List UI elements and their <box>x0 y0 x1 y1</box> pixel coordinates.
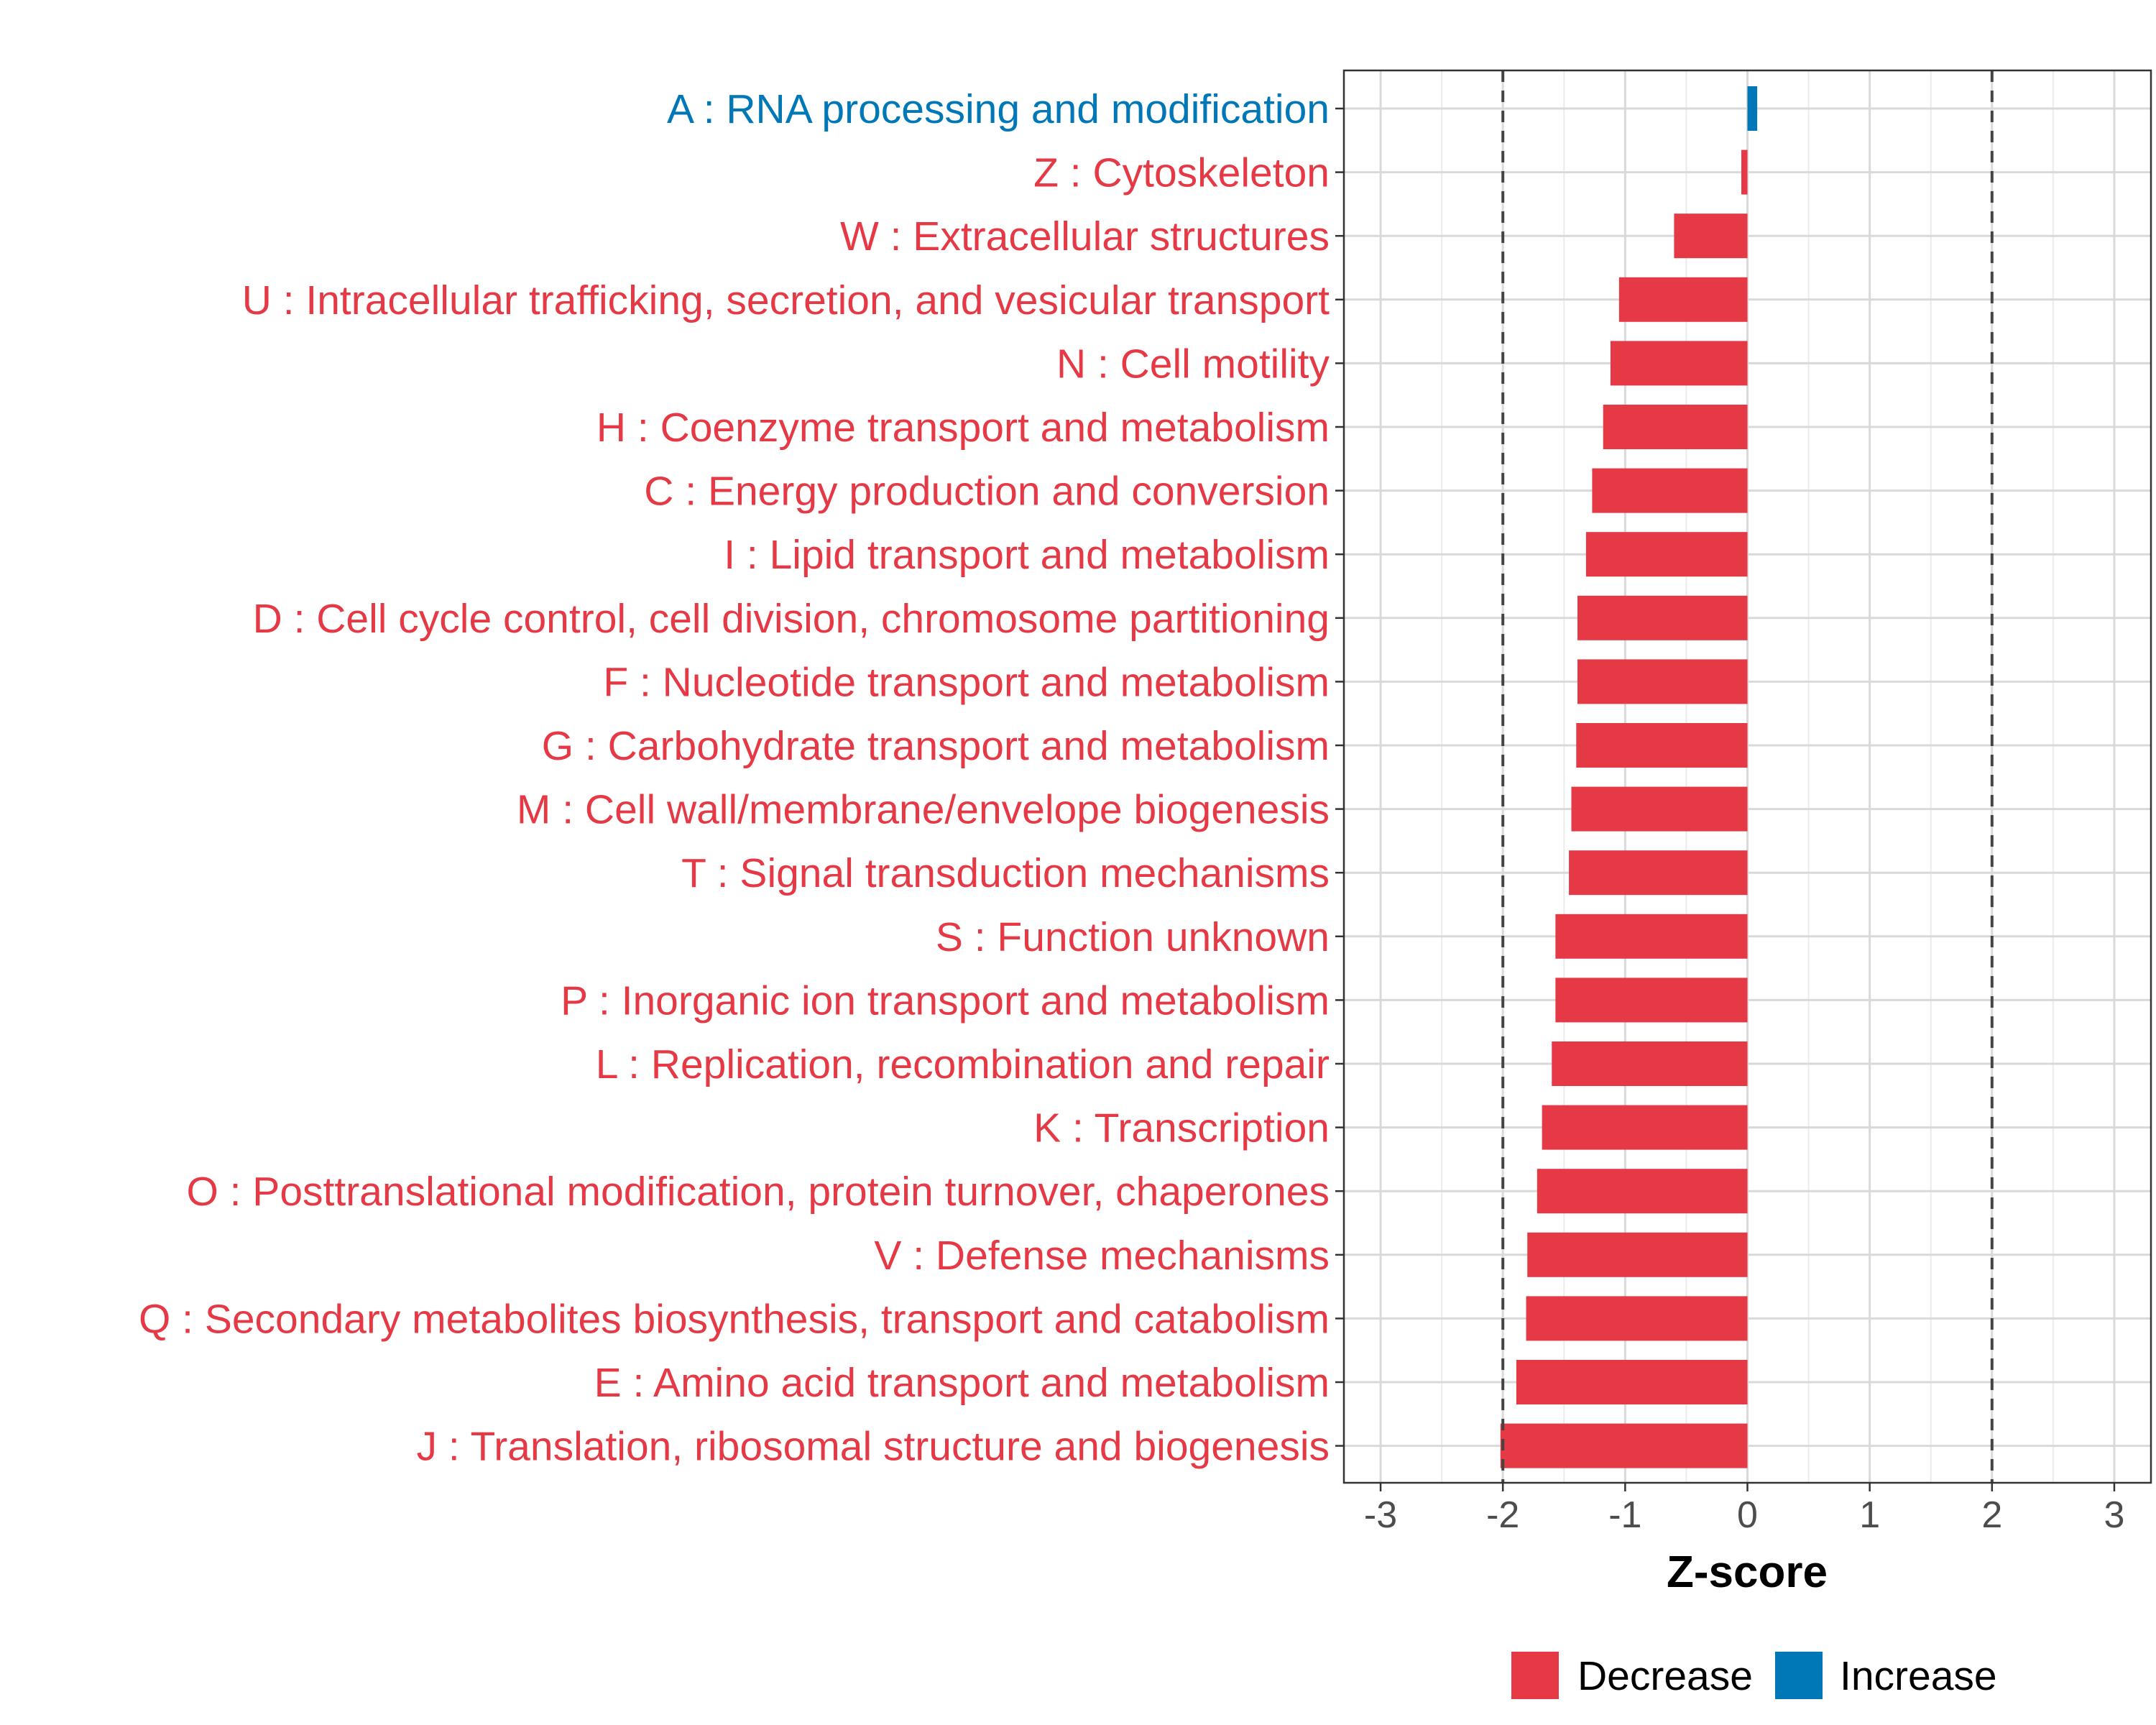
category-label: F : Nucleotide transport and metabolism <box>603 659 1330 705</box>
x-tick-label: 2 <box>1981 1494 2002 1536</box>
bar-d <box>1577 595 1748 640</box>
bar-i <box>1585 532 1748 577</box>
category-label: H : Coenzyme transport and metabolism <box>596 405 1330 451</box>
category-label: C : Energy production and conversion <box>644 469 1330 515</box>
category-label: G : Carbohydrate transport and metabolis… <box>542 723 1330 769</box>
bar-e <box>1516 1360 1748 1404</box>
category-label: O : Posttranslational modification, prot… <box>186 1169 1330 1215</box>
category-label: S : Function unknown <box>936 914 1330 960</box>
category-label: P : Inorganic ion transport and metaboli… <box>561 978 1330 1024</box>
bar-a <box>1747 86 1758 131</box>
legend-swatch-increase <box>1775 1652 1823 1699</box>
category-label: K : Transcription <box>1033 1105 1330 1151</box>
category-label: N : Cell motility <box>1056 341 1330 387</box>
category-label: E : Amino acid transport and metabolism <box>594 1360 1330 1406</box>
bar-t <box>1569 850 1748 896</box>
legend: Decrease Increase <box>1511 1652 1997 1699</box>
category-label: J : Translation, ribosomal structure and… <box>417 1424 1330 1470</box>
category-label: Z : Cytoskeleton <box>1033 150 1330 196</box>
bar-j <box>1500 1423 1748 1468</box>
x-tick-label: -3 <box>1364 1494 1397 1536</box>
legend-label-increase: Increase <box>1840 1653 1997 1699</box>
category-label: V : Defense mechanisms <box>874 1233 1330 1279</box>
bar-o <box>1537 1169 1748 1214</box>
x-axis: -3 -2 -1 0 1 2 3 <box>1364 1483 2124 1536</box>
bar-p <box>1555 978 1748 1023</box>
x-tick-label: 0 <box>1737 1494 1758 1536</box>
category-label: U : Intracellular trafficking, secretion… <box>242 277 1330 323</box>
x-tick-label: 1 <box>1859 1494 1880 1536</box>
legend-swatch-decrease <box>1511 1652 1559 1699</box>
category-label: A : RNA processing and modification <box>667 86 1330 132</box>
category-label: I : Lipid transport and metabolism <box>724 532 1330 578</box>
x-tick-label: -1 <box>1608 1494 1641 1536</box>
bar-s <box>1555 914 1748 959</box>
category-label: L : Replication, recombination and repai… <box>596 1041 1330 1087</box>
bar-c <box>1592 468 1748 513</box>
category-label: T : Signal transduction mechanisms <box>681 850 1330 896</box>
legend-label-decrease: Decrease <box>1577 1653 1753 1699</box>
bar-g <box>1576 723 1748 768</box>
x-tick-label: 3 <box>2104 1494 2124 1536</box>
category-label: D : Cell cycle control, cell division, c… <box>253 596 1330 642</box>
bar-f <box>1577 659 1748 704</box>
bar-k <box>1542 1105 1748 1150</box>
bar-w <box>1674 213 1748 259</box>
y-axis: A : RNA processing and modification Z : C… <box>139 86 1344 1470</box>
bar-v <box>1527 1232 1748 1277</box>
bar-l <box>1552 1041 1748 1086</box>
x-tick-label: -2 <box>1486 1494 1519 1536</box>
bar-h <box>1603 405 1748 449</box>
bar-u <box>1618 277 1748 322</box>
bars-group <box>1500 86 1758 1468</box>
bar-q <box>1526 1296 1748 1341</box>
category-label: W : Extracellular structures <box>840 213 1330 259</box>
bar-z <box>1741 150 1748 195</box>
category-label: Q : Secondary metabolites biosynthesis, … <box>139 1296 1330 1342</box>
bar-n <box>1610 341 1748 386</box>
category-label: M : Cell wall/membrane/envelope biogenes… <box>517 787 1330 833</box>
bar-m <box>1571 786 1748 832</box>
x-axis-title: Z-score <box>1667 1547 1828 1597</box>
reference-lines <box>1501 70 1994 1483</box>
